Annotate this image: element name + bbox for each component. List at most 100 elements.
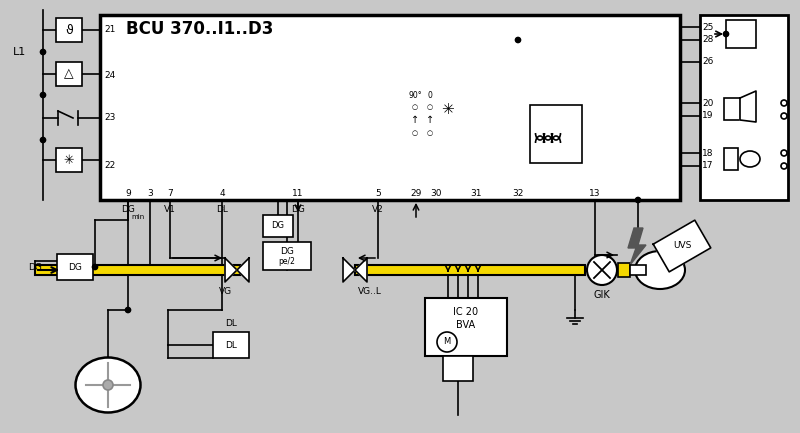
Text: ✳: ✳ xyxy=(442,103,454,117)
Text: 30: 30 xyxy=(430,188,442,197)
Text: 24: 24 xyxy=(104,71,116,80)
Text: 25: 25 xyxy=(702,23,714,32)
Text: 19: 19 xyxy=(702,112,714,120)
Text: DG: DG xyxy=(121,206,135,214)
Polygon shape xyxy=(654,220,710,272)
Text: 17: 17 xyxy=(702,162,714,171)
Text: DL: DL xyxy=(225,320,237,329)
Text: ✳: ✳ xyxy=(64,154,74,167)
Bar xyxy=(630,265,646,275)
Bar xyxy=(700,15,788,200)
Circle shape xyxy=(41,49,46,55)
Bar xyxy=(213,332,249,358)
Circle shape xyxy=(515,38,521,42)
Text: ○: ○ xyxy=(412,104,418,110)
Polygon shape xyxy=(225,258,237,282)
Circle shape xyxy=(781,163,787,169)
Text: ○: ○ xyxy=(427,130,433,136)
Text: ↑: ↑ xyxy=(426,115,434,125)
Text: GIK: GIK xyxy=(594,290,610,300)
Polygon shape xyxy=(343,258,355,282)
Bar xyxy=(425,298,507,356)
Text: pe/2: pe/2 xyxy=(278,258,295,266)
Text: 22: 22 xyxy=(104,161,116,169)
Circle shape xyxy=(41,93,46,97)
Circle shape xyxy=(781,100,787,106)
Bar xyxy=(724,148,738,170)
Text: 90°: 90° xyxy=(408,90,422,100)
Circle shape xyxy=(437,332,457,352)
Text: ○: ○ xyxy=(427,104,433,110)
Text: 21: 21 xyxy=(104,26,116,35)
Text: VG: VG xyxy=(218,288,231,297)
Bar xyxy=(618,263,630,277)
Text: 18: 18 xyxy=(702,149,714,158)
Text: DL: DL xyxy=(216,206,228,214)
Text: VG..L: VG..L xyxy=(358,288,382,297)
Text: 26: 26 xyxy=(702,58,714,67)
Text: ○: ○ xyxy=(412,130,418,136)
Text: 5: 5 xyxy=(375,188,381,197)
Text: 11: 11 xyxy=(292,188,304,197)
Bar xyxy=(35,265,240,275)
Polygon shape xyxy=(355,258,367,282)
Bar xyxy=(355,265,585,275)
Text: △: △ xyxy=(64,68,74,81)
Circle shape xyxy=(93,265,98,269)
Text: M: M xyxy=(443,337,450,346)
Bar xyxy=(56,62,82,86)
Text: DG: DG xyxy=(291,206,305,214)
Bar xyxy=(530,105,582,163)
Text: DG: DG xyxy=(68,262,82,271)
Bar xyxy=(263,215,293,237)
Polygon shape xyxy=(740,91,756,122)
Text: 9: 9 xyxy=(125,188,131,197)
Text: V2: V2 xyxy=(372,206,384,214)
Text: 4: 4 xyxy=(219,188,225,197)
Text: ↑: ↑ xyxy=(411,115,419,125)
Circle shape xyxy=(781,150,787,156)
Circle shape xyxy=(126,307,130,313)
Text: 31: 31 xyxy=(470,188,482,197)
Text: 32: 32 xyxy=(512,188,524,197)
Polygon shape xyxy=(628,228,646,265)
Circle shape xyxy=(723,32,729,36)
Text: DG: DG xyxy=(28,262,42,271)
Ellipse shape xyxy=(740,151,760,167)
Text: 20: 20 xyxy=(702,98,714,107)
Text: UVS: UVS xyxy=(673,242,691,251)
Bar xyxy=(726,20,756,48)
Text: 3: 3 xyxy=(147,188,153,197)
Bar xyxy=(56,148,82,172)
Circle shape xyxy=(635,197,641,203)
Bar xyxy=(100,15,680,200)
Text: min: min xyxy=(131,214,145,220)
Circle shape xyxy=(781,113,787,119)
Text: 13: 13 xyxy=(590,188,601,197)
Text: 7: 7 xyxy=(167,188,173,197)
Circle shape xyxy=(103,380,113,390)
Text: DG: DG xyxy=(271,222,285,230)
Text: DG: DG xyxy=(280,248,294,256)
Text: IC 20: IC 20 xyxy=(454,307,478,317)
Text: 23: 23 xyxy=(104,113,116,123)
Text: 29: 29 xyxy=(410,188,422,197)
Text: DL: DL xyxy=(225,340,237,349)
Bar xyxy=(56,18,82,42)
Text: 0: 0 xyxy=(427,90,433,100)
Ellipse shape xyxy=(75,358,141,413)
Bar xyxy=(443,356,473,381)
Text: 28: 28 xyxy=(702,36,714,45)
Text: BVA: BVA xyxy=(457,320,475,330)
Circle shape xyxy=(41,138,46,142)
Text: ϑ: ϑ xyxy=(65,23,73,36)
Polygon shape xyxy=(237,258,249,282)
Bar xyxy=(263,242,311,270)
Text: V1: V1 xyxy=(164,206,176,214)
Text: BCU 370..I1..D3: BCU 370..I1..D3 xyxy=(126,20,274,38)
Bar xyxy=(724,98,740,120)
Text: L1: L1 xyxy=(13,47,26,57)
Ellipse shape xyxy=(635,251,685,289)
Circle shape xyxy=(587,255,617,285)
Bar xyxy=(57,254,93,280)
